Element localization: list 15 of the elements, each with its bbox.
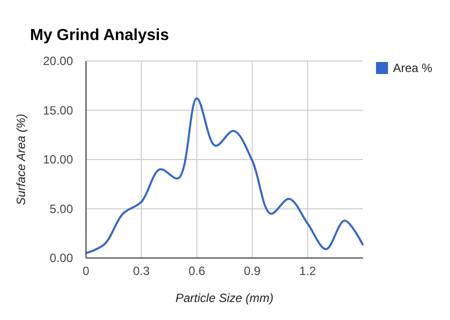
x-axis-title: Particle Size (mm) <box>175 291 274 305</box>
y-axis-title: Surface Area (%) <box>14 114 28 206</box>
y-tick-label: 10.00 <box>42 152 74 167</box>
x-tick-label: 0 <box>82 264 90 278</box>
x-tick-label: 0.6 <box>188 264 206 278</box>
x-tick-label: 1.2 <box>299 264 316 278</box>
legend-label: Area % <box>393 61 433 75</box>
chart-title: My Grind Analysis <box>30 27 170 44</box>
y-tick-label: 0.00 <box>50 251 74 266</box>
x-tick-label: 0.9 <box>244 264 261 278</box>
y-tick-label: 20.00 <box>42 54 74 68</box>
y-tick-label: 5.00 <box>50 202 74 216</box>
y-tick-label: 15.00 <box>42 103 74 118</box>
line-series <box>85 97 364 254</box>
x-tick-label: 0.3 <box>133 264 150 278</box>
